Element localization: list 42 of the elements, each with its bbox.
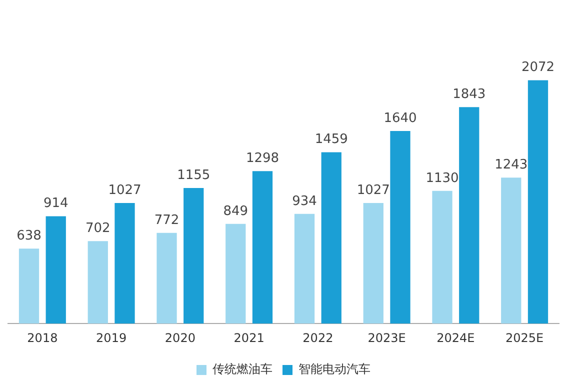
bar bbox=[294, 214, 315, 324]
x-tick-label: 2021 bbox=[234, 330, 264, 345]
x-tick-label: 2020 bbox=[164, 330, 196, 345]
legend-label: 传统燃油车 bbox=[212, 362, 272, 376]
bar bbox=[363, 202, 384, 324]
data-label: 772 bbox=[154, 212, 180, 228]
bar bbox=[459, 107, 480, 324]
x-tick-label: 2023E bbox=[368, 330, 406, 345]
data-label: 638 bbox=[16, 228, 42, 244]
bar bbox=[156, 232, 177, 324]
bar bbox=[88, 241, 108, 324]
bar bbox=[528, 80, 548, 324]
bar bbox=[252, 171, 273, 324]
legend-label: 智能电动汽车 bbox=[298, 362, 370, 376]
data-label: 1027 bbox=[108, 182, 142, 198]
x-tick-label: 2024E bbox=[436, 330, 475, 345]
bar bbox=[226, 224, 246, 324]
x-tick-label: 2018 bbox=[27, 330, 58, 345]
x-tick-label: 2025E bbox=[506, 330, 544, 345]
data-label: 1243 bbox=[494, 157, 528, 172]
data-label: 2072 bbox=[521, 60, 555, 76]
data-label: 702 bbox=[85, 221, 110, 236]
data-label: 1640 bbox=[384, 110, 417, 126]
data-label: 849 bbox=[223, 204, 248, 219]
data-label: 1027 bbox=[356, 182, 390, 198]
bar bbox=[432, 190, 452, 324]
data-label: 1130 bbox=[426, 170, 459, 186]
data-label: 1298 bbox=[246, 151, 280, 166]
bar bbox=[18, 248, 40, 324]
x-tick-label: 2022 bbox=[302, 330, 334, 345]
data-label: 1843 bbox=[452, 87, 486, 102]
data-label: 1155 bbox=[177, 168, 210, 183]
bar bbox=[501, 178, 522, 324]
data-label: 934 bbox=[292, 194, 317, 209]
bar bbox=[390, 131, 410, 324]
bar bbox=[184, 188, 204, 324]
data-label: 1459 bbox=[314, 132, 348, 148]
data-label: 914 bbox=[43, 196, 68, 212]
bar bbox=[114, 202, 135, 324]
x-tick-label: 2019 bbox=[96, 330, 127, 345]
bar bbox=[321, 152, 342, 324]
bar bbox=[46, 216, 66, 324]
